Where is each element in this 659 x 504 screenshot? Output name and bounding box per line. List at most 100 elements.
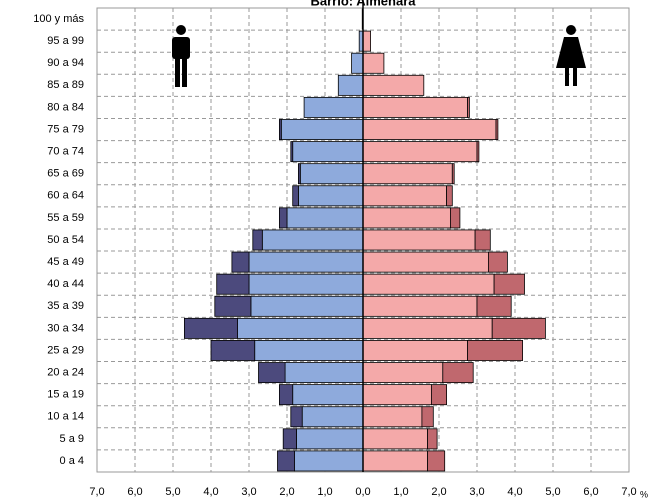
bar	[467, 96, 470, 118]
bar	[214, 295, 252, 317]
bar	[248, 273, 364, 295]
y-tick-label: 25 a 29	[47, 344, 84, 356]
y-tick-label: 10 a 14	[47, 411, 84, 423]
x-tick-label: 3,0	[469, 486, 484, 498]
x-tick-label: 6,0	[583, 486, 598, 498]
bar	[362, 74, 425, 96]
y-tick-label: 30 a 34	[47, 322, 84, 334]
bar	[258, 362, 286, 384]
bar	[442, 362, 474, 384]
bar	[278, 384, 294, 406]
bar	[474, 229, 491, 251]
bar	[476, 295, 512, 317]
bar	[430, 384, 447, 406]
bar	[284, 362, 364, 384]
x-tick-label: 4,0	[203, 486, 218, 498]
x-tick-label: 3,0	[241, 486, 256, 498]
bar	[362, 406, 423, 428]
bar	[294, 450, 364, 472]
y-tick-label: 40 a 44	[47, 278, 84, 290]
bar	[183, 317, 238, 339]
bar	[362, 450, 428, 472]
y-tick-label: 100 y más	[33, 13, 84, 25]
y-tick-label: 70 a 74	[47, 146, 84, 158]
bar	[491, 317, 546, 339]
x-tick-label: 2,0	[431, 486, 446, 498]
x-unit: %	[640, 489, 648, 499]
bar	[252, 229, 263, 251]
bar	[362, 317, 493, 339]
bar	[362, 384, 432, 406]
bar	[250, 295, 364, 317]
bar	[278, 119, 282, 140]
y-tick-label: 0 a 4	[60, 455, 84, 467]
x-tick-label: 5,0	[545, 486, 560, 498]
bar	[427, 428, 438, 450]
bar	[487, 251, 508, 273]
x-tick-label: 1,0	[393, 486, 408, 498]
bar	[237, 317, 364, 339]
bar	[303, 96, 364, 118]
bar	[495, 119, 499, 140]
bar	[362, 340, 468, 361]
bar	[296, 428, 364, 450]
bar	[493, 273, 525, 295]
x-tick-label: 6,0	[127, 486, 142, 498]
bar	[301, 406, 364, 428]
y-tick-label: 35 a 39	[47, 300, 84, 312]
bar	[290, 406, 303, 428]
y-tick-label: 20 a 24	[47, 366, 84, 378]
female-icon	[556, 25, 586, 86]
bar-layer	[183, 0, 546, 472]
y-tick-label: 95 a 99	[47, 35, 84, 47]
bar	[231, 251, 250, 273]
bar	[362, 428, 428, 450]
y-tick-label: 65 a 69	[47, 168, 84, 180]
y-tick-label: 90 a 94	[47, 57, 84, 69]
bar	[277, 450, 296, 472]
bar	[362, 30, 371, 52]
bar	[254, 340, 364, 361]
bar	[280, 119, 364, 140]
bar	[362, 273, 495, 295]
bar	[427, 450, 446, 472]
bar	[362, 207, 451, 229]
bar	[297, 163, 301, 185]
bar	[362, 362, 444, 384]
x-tick-label: 0,0	[355, 486, 370, 498]
bar	[248, 251, 364, 273]
bar	[299, 163, 364, 185]
bar	[278, 207, 288, 229]
bar	[261, 229, 364, 251]
bar	[451, 163, 455, 185]
bar	[362, 119, 497, 140]
bar	[362, 52, 385, 74]
x-tick-label: 7,0	[621, 486, 636, 498]
bar	[292, 384, 364, 406]
y-tick-label: 55 a 59	[47, 212, 84, 224]
bar	[362, 163, 453, 185]
y-tick-label: 15 a 19	[47, 389, 84, 401]
y-tick-label: 75 a 79	[47, 123, 84, 135]
male-icon	[172, 25, 190, 87]
x-tick-label: 2,0	[279, 486, 294, 498]
x-tick-label: 4,0	[507, 486, 522, 498]
x-tick-label: 5,0	[165, 486, 180, 498]
bar	[362, 141, 478, 163]
bar	[282, 428, 297, 450]
y-tick-label: 60 a 64	[47, 190, 84, 202]
bar	[216, 273, 250, 295]
y-tick-label: 45 a 49	[47, 256, 84, 268]
bar	[446, 185, 453, 207]
bar	[297, 185, 364, 207]
bar	[449, 207, 461, 229]
bar	[362, 295, 478, 317]
bar	[292, 141, 364, 163]
bar	[286, 207, 364, 229]
bar	[421, 406, 434, 428]
bar	[337, 74, 364, 96]
bar	[210, 340, 256, 361]
x-tick-label: 7,0	[89, 486, 104, 498]
bar	[290, 141, 294, 163]
